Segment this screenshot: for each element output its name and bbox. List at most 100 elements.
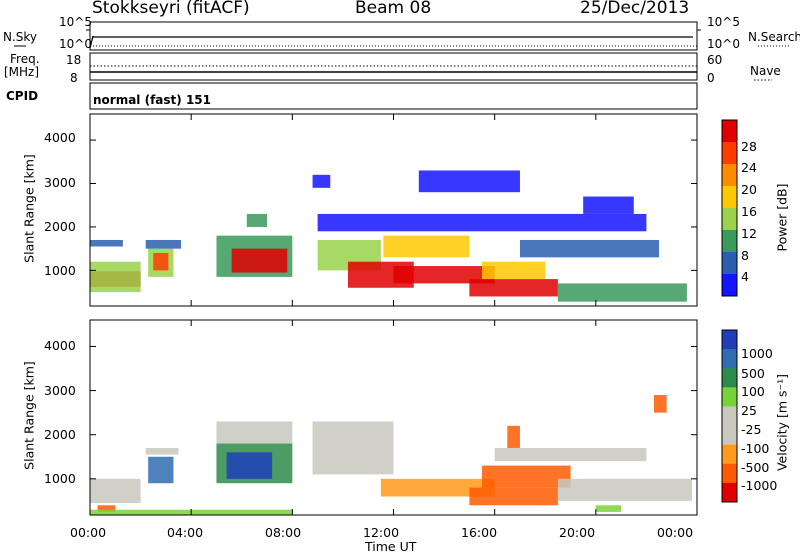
power-cbar-tick-12: 12	[741, 226, 757, 241]
velocity-region-8	[380, 478, 495, 497]
velocity-region-10	[482, 465, 571, 488]
velocity-ytick-1000: 1000	[44, 471, 76, 486]
velocity-region-11	[494, 447, 647, 462]
nave-tick-top: 60	[707, 53, 723, 67]
xtick-0400: 04:00	[167, 525, 204, 540]
xtick-0800: 08:00	[265, 525, 302, 540]
freq-label-line1: Freq.	[10, 52, 40, 66]
velocity-region-6	[226, 452, 273, 479]
power-cbar-swatch-7	[722, 274, 737, 297]
velocity-cbar-tick-m500: -500	[741, 460, 770, 475]
power-ytick-4000: 4000	[44, 130, 76, 145]
power-region-9	[312, 174, 331, 188]
beam-title: Beam 08	[355, 0, 432, 18]
power-cbar-swatch-5	[722, 230, 737, 253]
power-region-12	[383, 235, 470, 258]
velocity-cbar-tick-1000: 1000	[741, 346, 773, 361]
cpid-strip-frame	[89, 82, 698, 110]
xlabel-time: Time UT	[365, 539, 417, 554]
velocity-region-2	[148, 456, 174, 484]
xtick-2000: 20:00	[559, 525, 596, 540]
nsearch-tick-bottom: 10^0	[707, 37, 740, 51]
xtick-1600: 16:00	[461, 525, 498, 540]
station-title: Stokkseyri (fitACF)	[92, 0, 250, 18]
power-region-18	[583, 196, 634, 214]
velocity-region-14	[654, 395, 667, 413]
nsky-trace	[89, 35, 693, 49]
power-cbar-frame	[721, 119, 738, 297]
cpid-value: normal (fast) 151	[93, 93, 211, 107]
freq-tick-top: 18	[66, 53, 82, 67]
velocity-cbar-tick-m1000: -1000	[741, 478, 778, 493]
power-region-14	[469, 279, 558, 297]
power-cbar-tick-20: 20	[741, 182, 757, 197]
velocity-cbar-swatch-4	[722, 406, 737, 426]
xtick-2400: 00:00	[657, 525, 694, 540]
power-region-8	[246, 213, 268, 227]
velocity-cbar-swatch-1	[722, 349, 737, 369]
power-region-5	[145, 239, 182, 249]
velocity-region-7	[312, 421, 394, 475]
velocity-ytick-2000: 2000	[44, 427, 76, 442]
velocity-cbar-swatch-3	[722, 387, 737, 407]
xtick-1200: 12:00	[363, 525, 400, 540]
power-ytick-1000: 1000	[44, 263, 76, 278]
power-region-19	[317, 213, 647, 232]
nave-label: Nave	[750, 64, 781, 78]
velocity-cbar-tick-100: 100	[741, 384, 765, 399]
power-cbar-tick-8: 8	[741, 248, 749, 263]
nsky-strip-frame	[89, 21, 698, 51]
nsky-tick-top: 10^5	[59, 15, 92, 29]
freq-tick-bottom: 8	[70, 71, 78, 85]
velocity-region-16	[507, 425, 520, 448]
velocity-ytick-4000: 4000	[44, 338, 76, 353]
velocity-cbar-tick-500: 500	[741, 366, 765, 381]
power-cbar-tick-4: 4	[741, 269, 749, 284]
power-cbar-swatch-3	[722, 186, 737, 209]
power-cbar-tick-28: 28	[741, 139, 757, 154]
nave-tick-bottom: 0	[707, 71, 715, 85]
velocity-cbar-swatch-8	[722, 482, 737, 503]
velocity-cbar-tick-25: 25	[741, 403, 757, 418]
power-region-1	[90, 261, 141, 293]
xtick-0000: 00:00	[70, 525, 107, 540]
power-cbar-swatch-4	[722, 208, 737, 231]
velocity-cbar-tick-m100: -100	[741, 441, 770, 456]
velocity-cbar-swatch-2	[722, 368, 737, 388]
velocity-region-12	[557, 478, 692, 501]
velocity-region-3	[145, 447, 179, 455]
freq-label-line2: [MHz]	[4, 65, 40, 79]
power-cbar-tick-24: 24	[741, 160, 757, 175]
date-title: 25/Dec/2013	[580, 0, 690, 18]
power-cbar-tick-16: 16	[741, 204, 757, 219]
cpid-label: CPID	[6, 89, 39, 103]
power-region-15	[482, 261, 546, 280]
power-region-2	[90, 239, 123, 247]
nsky-label: N.Sky	[3, 30, 38, 44]
power-cbar-swatch-1	[722, 142, 737, 165]
velocity-cbar-tick-m25: -25	[741, 422, 762, 437]
nsearch-label: N.Search	[748, 30, 800, 44]
velocity-region-1	[97, 505, 116, 512]
power-cbar-swatch-0	[722, 120, 737, 143]
power-cbar-swatch-2	[722, 164, 737, 187]
velocity-cbar-swatch-7	[722, 463, 737, 484]
power-region-16	[519, 239, 660, 258]
power-ytick-3000: 3000	[44, 175, 76, 190]
nsearch-tick-top: 10^5	[707, 15, 740, 29]
velocity-ytick-3000: 3000	[44, 383, 76, 398]
velocity-cbar-swatch-0	[722, 330, 737, 350]
power-region-20	[418, 170, 520, 193]
velocity-region-9	[469, 487, 558, 506]
power-region-17	[557, 283, 687, 302]
velocity-cbar-frame	[721, 329, 738, 503]
nsky-tick-bottom: 10^0	[59, 37, 92, 51]
power-cbar-swatch-6	[722, 252, 737, 275]
velocity-cbar-swatch-6	[722, 444, 737, 465]
velocity-region-0	[90, 478, 141, 504]
power-ytick-2000: 2000	[44, 219, 76, 234]
velocity-cbar-swatch-5	[722, 425, 737, 445]
power-region-4	[153, 253, 169, 271]
power-region-7	[231, 248, 288, 273]
